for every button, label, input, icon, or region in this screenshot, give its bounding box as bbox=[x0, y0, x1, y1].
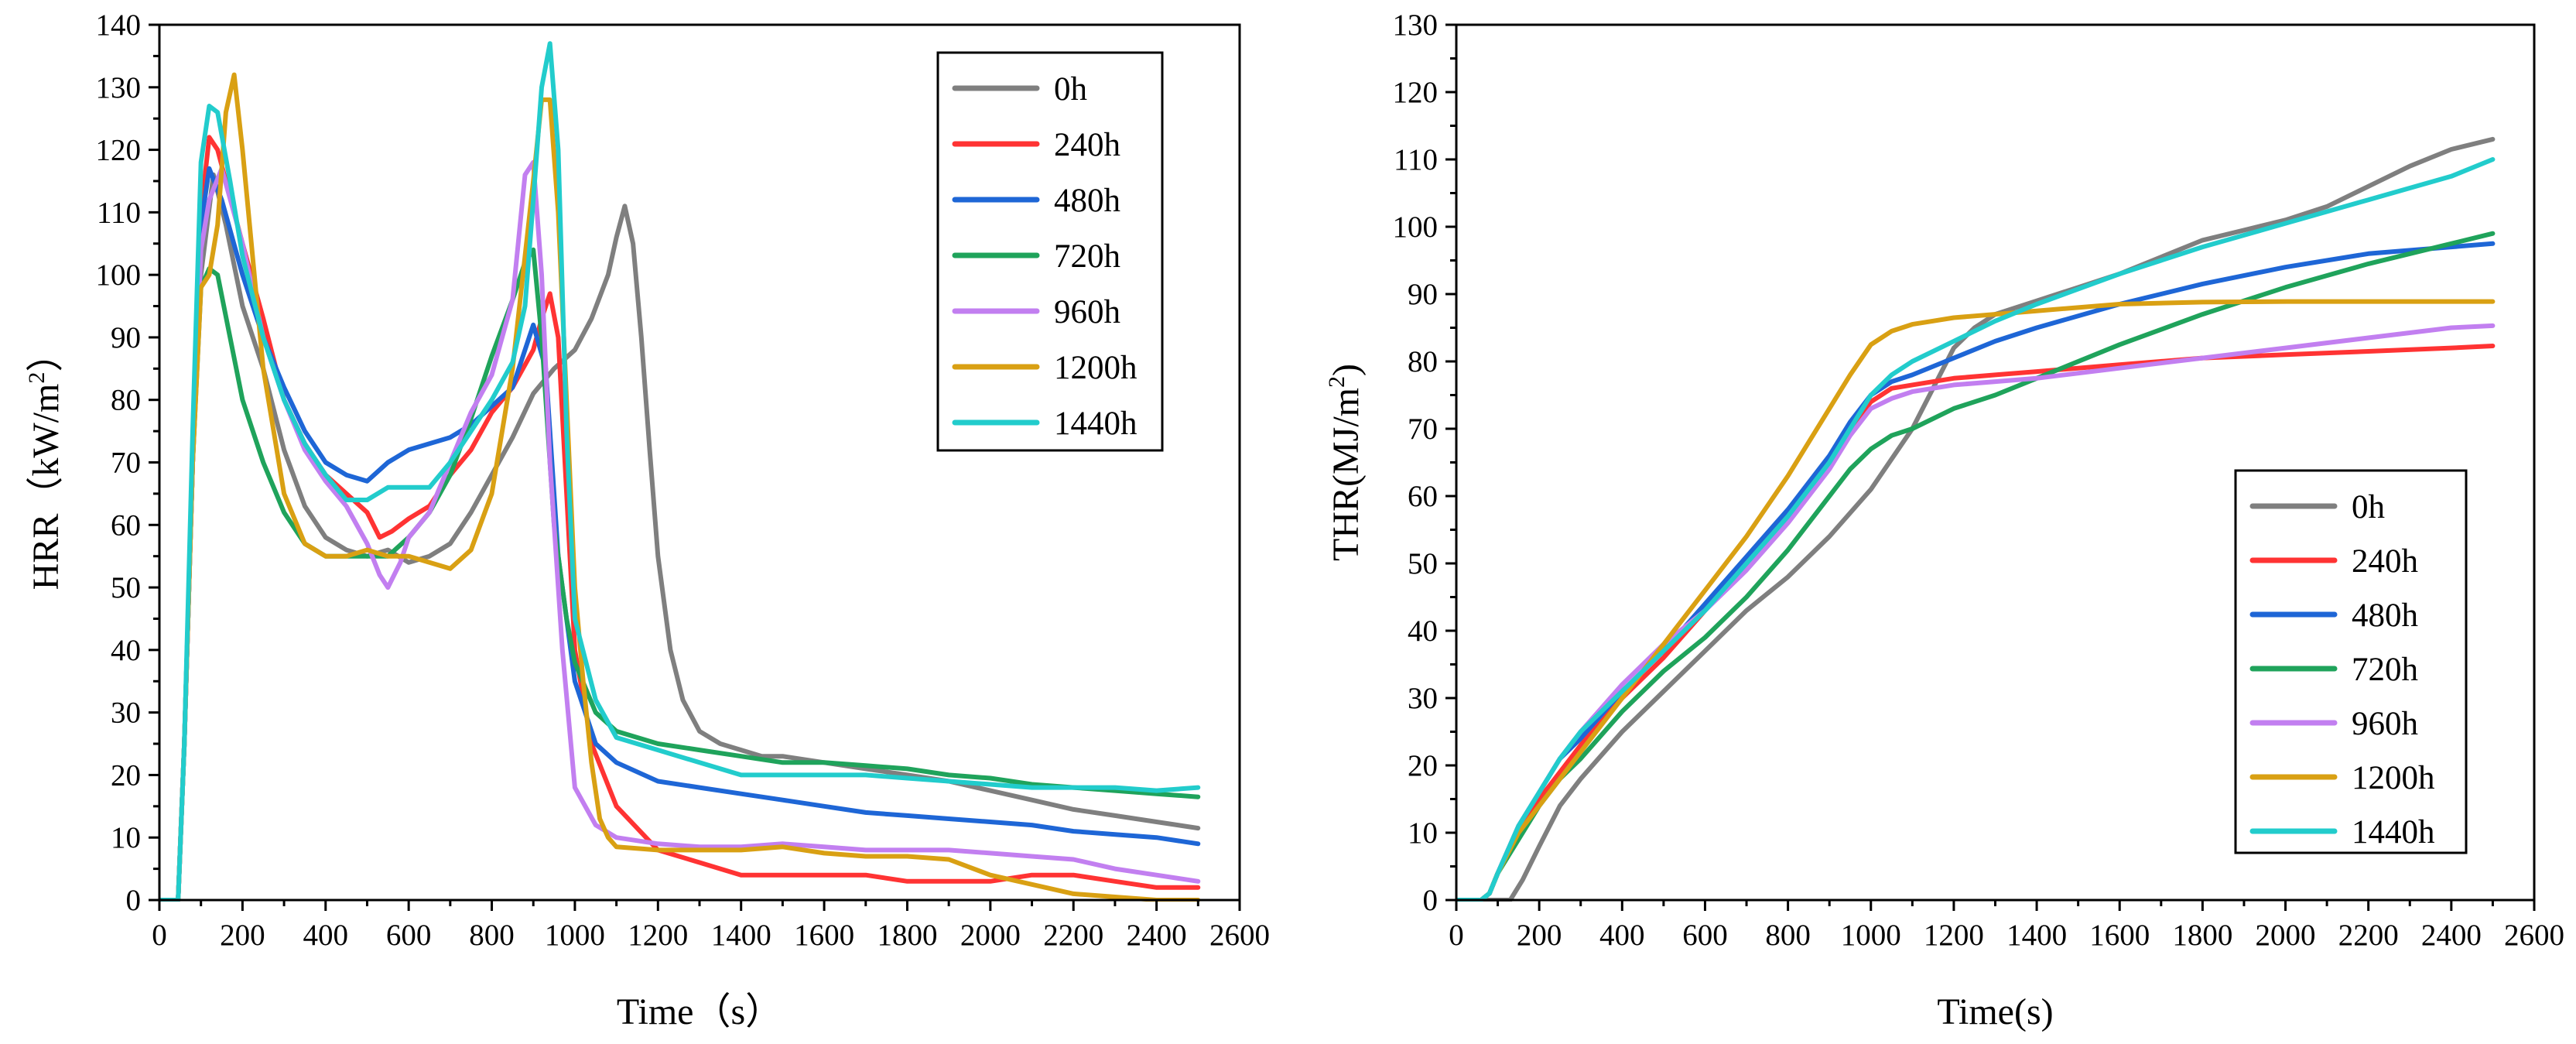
thr-legend-label-720h: 720h bbox=[2352, 652, 2418, 688]
hrr-legend-label-480h: 480h bbox=[1054, 183, 1120, 219]
hrr-legend-label-960h: 960h bbox=[1054, 294, 1120, 330]
hrr-x-axis-title: Time（s） bbox=[617, 991, 782, 1032]
thr-chart: 0 200 400 600 800 1000 1200 1400 1600 1800 2000 220… bbox=[1324, 9, 2564, 1032]
hrr-ytick-label: 140 bbox=[96, 9, 142, 42]
thr-x-axis-title: Time(s) bbox=[1937, 991, 2053, 1032]
hrr-ytick-label: 70 bbox=[111, 447, 141, 480]
hrr-y-axis-title-close: ） bbox=[26, 335, 67, 372]
hrr-xtick-label: 2000 bbox=[960, 919, 1021, 952]
thr-legend-label-240h: 240h bbox=[2352, 543, 2418, 580]
hrr-ytick-label: 110 bbox=[97, 196, 141, 229]
hrr-y-axis-title-sup: 2 bbox=[24, 372, 50, 384]
thr-ytick-label: 80 bbox=[1408, 345, 1438, 378]
hrr-xtick-label: 1000 bbox=[545, 919, 605, 952]
thr-legend-label-480h: 480h bbox=[2352, 597, 2418, 634]
thr-ytick-label: 60 bbox=[1408, 480, 1438, 513]
thr-series-group bbox=[1456, 136, 2496, 902]
hrr-chart: 0 200 400 600 800 1000 1200 1400 1600 1800 2000 220… bbox=[24, 9, 1270, 1032]
hrr-xtick-label: 400 bbox=[303, 919, 349, 952]
hrr-ytick-label: 130 bbox=[96, 71, 142, 104]
hrr-ytick-label: 40 bbox=[111, 634, 141, 667]
thr-y-axis-title-close: ) bbox=[1326, 364, 1367, 376]
thr-xtick-label: 2600 bbox=[2504, 919, 2564, 952]
thr-xtick-label: 1200 bbox=[1924, 919, 1984, 952]
hrr-legend-label-1200h: 1200h bbox=[1054, 350, 1137, 386]
hrr-ytick-label: 30 bbox=[111, 697, 141, 730]
thr-xtick-label: 1000 bbox=[1841, 919, 1901, 952]
thr-y-axis-title-sup: 2 bbox=[1324, 376, 1350, 388]
thr-ytick-label: 110 bbox=[1394, 143, 1438, 176]
hrr-ytick-label: 100 bbox=[96, 258, 142, 292]
thr-ytick-label: 50 bbox=[1408, 547, 1438, 580]
thr-xtick-label: 200 bbox=[1517, 919, 1562, 952]
hrr-legend-label-1440h: 1440h bbox=[1054, 406, 1137, 442]
thr-xtick-label: 2200 bbox=[2338, 919, 2399, 952]
hrr-xtick-label: 1600 bbox=[794, 919, 854, 952]
hrr-ytick-label: 10 bbox=[111, 821, 141, 854]
thr-ytick-label: 30 bbox=[1408, 682, 1438, 715]
thr-series-line-1200h bbox=[1456, 299, 2496, 902]
hrr-y-axis-title: HRR（kW/m2） bbox=[24, 335, 67, 590]
thr-legend-label-1440h: 1440h bbox=[2352, 814, 2435, 851]
hrr-ytick-label: 60 bbox=[111, 508, 141, 542]
thr-xtick-label: 2000 bbox=[2256, 919, 2316, 952]
thr-legend-label-1200h: 1200h bbox=[2352, 760, 2435, 796]
hrr-legend-box bbox=[936, 51, 1164, 452]
hrr-series-group bbox=[159, 41, 1201, 902]
hrr-xtick-label: 0 bbox=[152, 919, 167, 952]
hrr-ytick-label: 120 bbox=[96, 134, 142, 167]
thr-ytick-label: 100 bbox=[1393, 211, 1439, 244]
thr-ytick-label: 40 bbox=[1408, 614, 1438, 648]
hrr-y-axis-title-main: HRR（kW/m bbox=[26, 384, 67, 590]
thr-xtick-label: 400 bbox=[1599, 919, 1645, 952]
thr-ytick-label: 0 bbox=[1423, 884, 1439, 917]
hrr-ytick-label: 90 bbox=[111, 321, 141, 354]
thr-series-line-1440h bbox=[1456, 157, 2496, 902]
hrr-legend: 0h 240h 480h 720h 960h 1200h 1440h bbox=[936, 51, 1164, 452]
thr-xtick-label: 0 bbox=[1449, 919, 1464, 952]
thr-xtick-label: 1400 bbox=[2006, 919, 2067, 952]
hrr-series-line-1440h bbox=[159, 41, 1201, 902]
hrr-ytick-label: 0 bbox=[126, 884, 142, 917]
hrr-ytick-label: 80 bbox=[111, 384, 141, 417]
thr-ytick-label: 130 bbox=[1393, 9, 1439, 42]
thr-ytick-label: 90 bbox=[1408, 278, 1438, 311]
hrr-xtick-label: 600 bbox=[386, 919, 432, 952]
hrr-legend-label-720h: 720h bbox=[1054, 238, 1120, 275]
thr-legend-label-0h: 0h bbox=[2352, 489, 2385, 525]
thr-xtick-label: 2400 bbox=[2421, 919, 2482, 952]
thr-series-line-720h bbox=[1456, 231, 2496, 902]
thr-y-axis-title: THR(MJ/m2) bbox=[1324, 364, 1367, 561]
hrr-xtick-label: 1200 bbox=[628, 919, 688, 952]
hrr-xtick-label: 800 bbox=[469, 919, 515, 952]
hrr-xtick-label: 200 bbox=[220, 919, 265, 952]
hrr-xtick-label: 2400 bbox=[1127, 919, 1187, 952]
thr-xtick-label: 1800 bbox=[2172, 919, 2232, 952]
hrr-xtick-label: 2600 bbox=[1209, 919, 1270, 952]
hrr-xtick-label: 1800 bbox=[877, 919, 937, 952]
hrr-ytick-label: 20 bbox=[111, 758, 141, 792]
hrr-legend-label-240h: 240h bbox=[1054, 127, 1120, 163]
thr-xtick-label: 800 bbox=[1765, 919, 1811, 952]
thr-y-axis-title-main: THR(MJ/m bbox=[1326, 388, 1367, 561]
hrr-series-line-480h bbox=[159, 166, 1201, 902]
thr-xtick-label: 600 bbox=[1682, 919, 1728, 952]
thr-legend-label-960h: 960h bbox=[2352, 706, 2418, 742]
thr-ytick-label: 70 bbox=[1408, 412, 1438, 446]
hrr-xtick-label: 2200 bbox=[1043, 919, 1103, 952]
thr-ytick-label: 120 bbox=[1393, 76, 1439, 109]
thr-ytick-label: 10 bbox=[1408, 816, 1438, 850]
thr-legend-box bbox=[2234, 469, 2468, 854]
hrr-series-line-720h bbox=[159, 247, 1201, 902]
thr-legend: 0h 240h 480h 720h 960h 1200h 1440h bbox=[2234, 469, 2468, 854]
hrr-xtick-label: 1400 bbox=[711, 919, 771, 952]
hrr-ytick-label: 50 bbox=[111, 571, 141, 604]
thr-xtick-label: 1600 bbox=[2089, 919, 2150, 952]
thr-ytick-label: 20 bbox=[1408, 749, 1438, 782]
hrr-legend-label-0h: 0h bbox=[1054, 71, 1087, 108]
